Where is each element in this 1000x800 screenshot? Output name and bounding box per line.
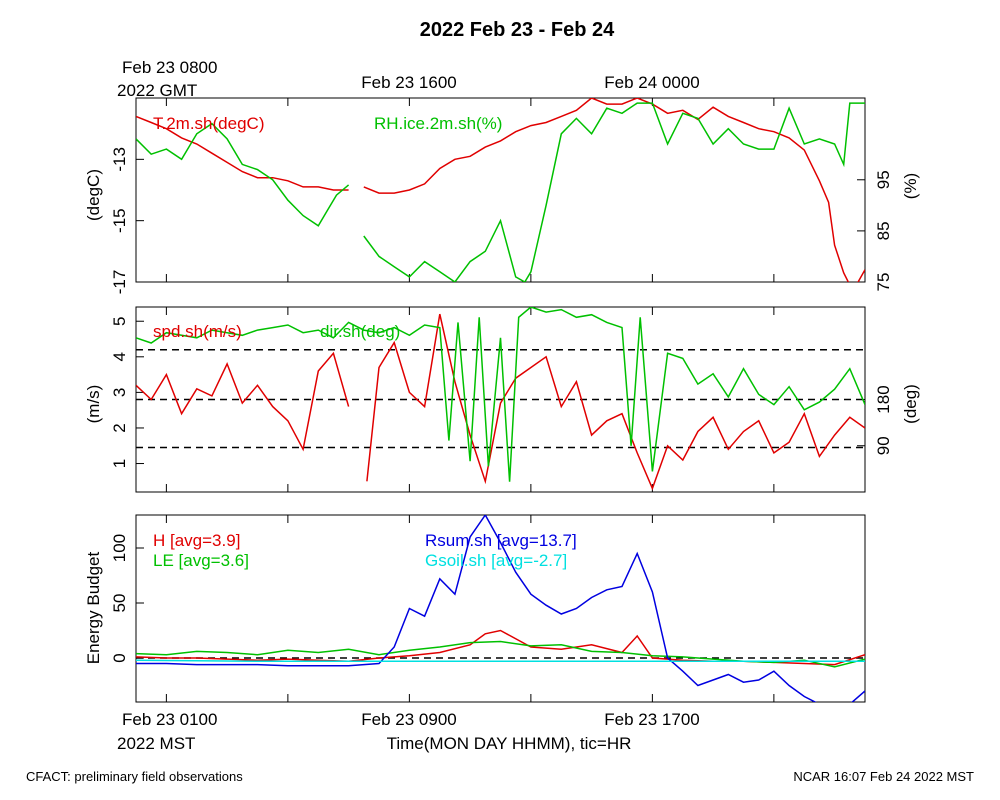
y-tick-label-left: -15 — [110, 208, 129, 233]
series-dir-sh-deg — [136, 307, 865, 482]
y-tick-label-left: 4 — [110, 352, 129, 361]
y-tick-label-left: 2 — [110, 423, 129, 432]
legend-h: H [avg=3.9] — [153, 531, 240, 550]
panel-wind: 1 2 3 4 5 90 180 (m/s) (deg) spd.sh(m/s) dir.s… — [84, 306, 920, 493]
y-tick-label-right: 90 — [874, 436, 893, 455]
y-tick-label-left: 1 — [110, 459, 129, 468]
panel-3-frame — [135, 514, 866, 703]
y-tick-label-right: 85 — [874, 221, 893, 240]
panel-temperature: -13 -15 -17 95 85 75 (degC) (%) T.2m.sh(degC)… — [84, 97, 920, 295]
panel-2-ylabel-left: (m/s) — [84, 385, 103, 424]
series-t-2m-sh-degc — [136, 98, 865, 282]
y-tick-label-left: 100 — [110, 534, 129, 562]
y-tick-label-left: 5 — [110, 316, 129, 325]
panel-1-frame — [135, 97, 866, 283]
legend-direction: dir.sh(deg) — [320, 322, 400, 341]
bottom-axis-label-2: Feb 23 0900 — [361, 710, 456, 729]
bottom-axis-label-1: Feb 23 0100 — [122, 710, 217, 729]
legend-rsum: Rsum.sh [avg=13.7] — [425, 531, 577, 550]
panel-3-ylabel-left: Energy Budget — [84, 551, 103, 664]
x-axis-title: Time(MON DAY HHMM), tic=HR — [387, 734, 632, 753]
y-tick-label-left: 50 — [110, 594, 129, 613]
y-tick-label-right: 95 — [874, 170, 893, 189]
panel-1-ylabel-left: (degC) — [84, 169, 103, 221]
y-tick-label-left: -17 — [110, 270, 129, 295]
legend-le: LE [avg=3.6] — [153, 551, 249, 570]
y-tick-label-right: 180 — [874, 385, 893, 413]
bottom-axis-label-3: Feb 23 1700 — [604, 710, 699, 729]
legend-speed: spd.sh(m/s) — [153, 322, 242, 341]
top-axis-label-1b: 2022 GMT — [117, 81, 197, 100]
top-axis-label-2: Feb 23 1600 — [361, 73, 456, 92]
series-spd-sh-m-s — [136, 313, 865, 491]
top-axis-label-1: Feb 23 0800 — [122, 58, 217, 77]
y-tick-label-left: 3 — [110, 388, 129, 397]
panel-energy: 0 50 100 Energy Budget H [avg=3.9] LE [avg… — [84, 514, 866, 703]
footer-left: CFACT: preliminary field observations — [26, 769, 243, 784]
y-tick-label-left: -13 — [110, 147, 129, 172]
footer-right: NCAR 16:07 Feb 24 2022 MST — [793, 769, 974, 784]
series-rh-ice-2m-sh — [136, 102, 865, 282]
series-rsum-sh — [136, 515, 865, 702]
top-axis-label-3: Feb 24 0000 — [604, 73, 699, 92]
chart-title: 2022 Feb 23 - Feb 24 — [420, 19, 615, 41]
panel-1-ylabel-right: (%) — [901, 173, 920, 199]
legend-gsoil: Gsoil.sh [avg=-2.7] — [425, 551, 567, 570]
y-tick-label-right: 75 — [874, 273, 893, 292]
legend-humidity: RH.ice.2m.sh(%) — [374, 114, 502, 133]
legend-temperature: T.2m.sh(degC) — [153, 114, 264, 133]
bottom-axis-label-1b: 2022 MST — [117, 734, 195, 753]
panel-2-ylabel-right: (deg) — [901, 384, 920, 424]
series-gsoil-sh — [136, 659, 865, 663]
y-tick-label-left: 0 — [110, 653, 129, 662]
